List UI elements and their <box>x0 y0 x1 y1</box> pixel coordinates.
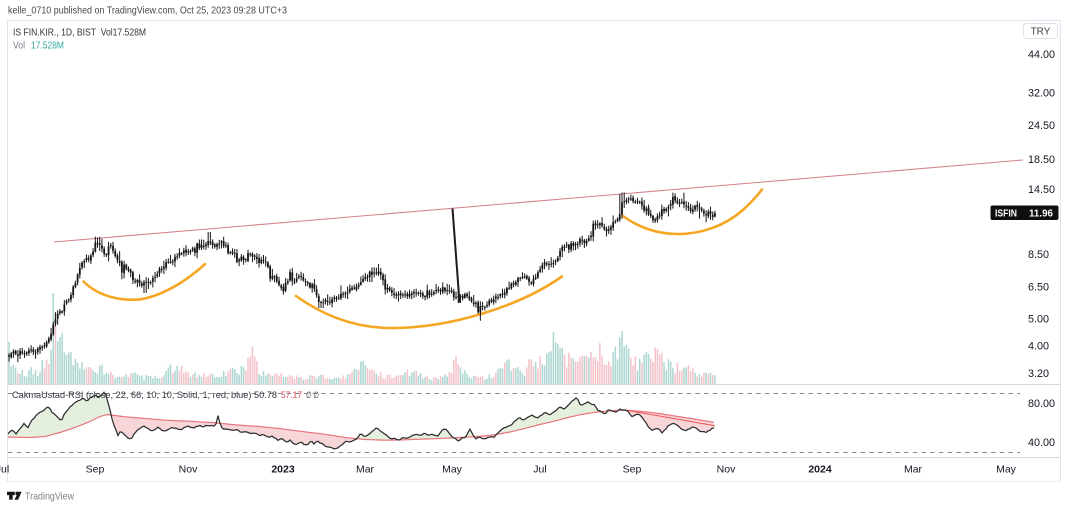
svg-text:24.50: 24.50 <box>1028 120 1055 132</box>
svg-text:Nov: Nov <box>717 464 736 476</box>
svg-text:17.528M: 17.528M <box>31 40 64 52</box>
svg-text:Jul: Jul <box>0 464 9 476</box>
svg-text:3.20: 3.20 <box>1028 368 1049 380</box>
svg-text:TRY: TRY <box>1031 27 1051 38</box>
svg-text:2024: 2024 <box>808 464 832 476</box>
svg-text:Sep: Sep <box>623 464 642 476</box>
svg-text:Nov: Nov <box>179 464 198 476</box>
svg-text:6.50: 6.50 <box>1028 281 1049 293</box>
svg-text:Mar: Mar <box>904 464 923 476</box>
svg-text:11.96: 11.96 <box>1029 208 1053 219</box>
svg-text:18.50: 18.50 <box>1028 154 1055 166</box>
svg-text:4.00: 4.00 <box>1028 341 1049 353</box>
svg-text:ISFIN: ISFIN <box>995 208 1017 219</box>
svg-text:May: May <box>442 464 463 476</box>
svg-text:Mar: Mar <box>356 464 375 476</box>
svg-text:∅ ∅: ∅ ∅ <box>306 390 319 400</box>
svg-text:kelle_0710 published on Tradin: kelle_0710 published on TradingView.com,… <box>8 5 287 17</box>
svg-text:May: May <box>996 464 1017 476</box>
svg-text:TradingView: TradingView <box>25 490 74 502</box>
svg-text:5.00: 5.00 <box>1028 313 1049 325</box>
svg-text:Sep: Sep <box>86 464 105 476</box>
svg-text:44.00: 44.00 <box>1028 49 1055 61</box>
svg-text:IS FIN.KIR., 1D, BIST Vol17.5: IS FIN.KIR., 1D, BIST Vol17.528M <box>13 27 146 39</box>
svg-text:CakmaUstad-RSI (close, 22, 66,: CakmaUstad-RSI (close, 22, 66, 10, 10, S… <box>12 390 277 400</box>
svg-text:32.00: 32.00 <box>1028 88 1055 100</box>
svg-text:14.50: 14.50 <box>1028 184 1055 196</box>
svg-text:40.00: 40.00 <box>1028 437 1055 449</box>
svg-text:57.17: 57.17 <box>281 390 302 400</box>
svg-text:2023: 2023 <box>271 464 295 476</box>
svg-text:80.00: 80.00 <box>1028 398 1055 410</box>
svg-text:Vol: Vol <box>13 40 25 52</box>
svg-text:Jul: Jul <box>533 464 546 476</box>
svg-text:8.50: 8.50 <box>1028 249 1049 261</box>
